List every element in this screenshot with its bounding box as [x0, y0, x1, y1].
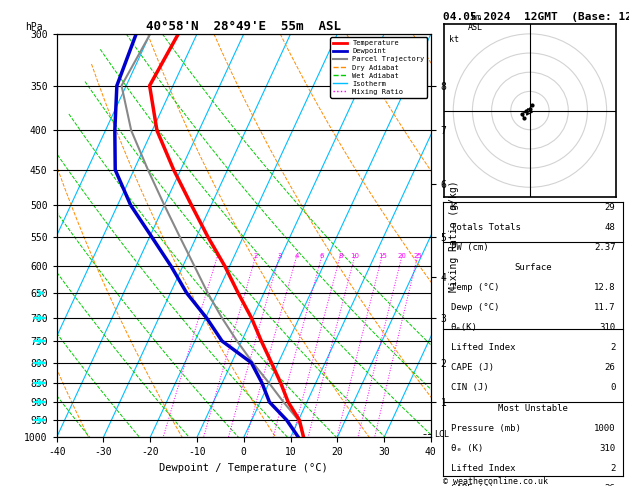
Text: 04.05.2024  12GMT  (Base: 12): 04.05.2024 12GMT (Base: 12) — [443, 12, 629, 22]
Y-axis label: Mixing Ratio (g/kg): Mixing Ratio (g/kg) — [449, 180, 459, 292]
Text: 1000: 1000 — [594, 424, 616, 433]
Text: Pressure (mb): Pressure (mb) — [450, 424, 520, 433]
Text: 2: 2 — [610, 464, 616, 473]
Text: Surface: Surface — [515, 263, 552, 272]
Text: Lifted Index: Lifted Index — [450, 344, 515, 352]
Text: 2: 2 — [610, 344, 616, 352]
Text: 2.37: 2.37 — [594, 243, 616, 252]
Text: Temp (°C): Temp (°C) — [450, 283, 499, 292]
Text: 25: 25 — [413, 253, 422, 259]
Text: PW (cm): PW (cm) — [450, 243, 488, 252]
Text: 10: 10 — [350, 253, 360, 259]
Text: 3: 3 — [277, 253, 282, 259]
Text: CAPE (J): CAPE (J) — [450, 364, 494, 372]
Text: 310: 310 — [599, 444, 616, 452]
Text: 4: 4 — [295, 253, 299, 259]
Legend: Temperature, Dewpoint, Parcel Trajectory, Dry Adiabat, Wet Adiabat, Isotherm, Mi: Temperature, Dewpoint, Parcel Trajectory… — [330, 37, 427, 98]
Text: Most Unstable: Most Unstable — [498, 403, 568, 413]
Text: Lifted Index: Lifted Index — [450, 464, 515, 473]
Text: 48: 48 — [605, 223, 616, 232]
Text: km
ASL: km ASL — [468, 13, 483, 32]
Text: 29: 29 — [605, 203, 616, 212]
Text: CAPE (J): CAPE (J) — [450, 484, 494, 486]
Text: θₑ (K): θₑ (K) — [450, 444, 483, 452]
Text: 11.7: 11.7 — [594, 303, 616, 312]
Text: θₑ(K): θₑ(K) — [450, 323, 477, 332]
Text: 15: 15 — [378, 253, 387, 259]
Text: K: K — [450, 203, 456, 212]
Text: 310: 310 — [599, 323, 616, 332]
X-axis label: Dewpoint / Temperature (°C): Dewpoint / Temperature (°C) — [159, 463, 328, 473]
Text: 26: 26 — [605, 484, 616, 486]
Text: 2: 2 — [254, 253, 259, 259]
Text: 6: 6 — [320, 253, 325, 259]
Title: 40°58'N  28°49'E  55m  ASL: 40°58'N 28°49'E 55m ASL — [146, 20, 342, 33]
Text: CIN (J): CIN (J) — [450, 383, 488, 393]
Text: Totals Totals: Totals Totals — [450, 223, 520, 232]
Text: 20: 20 — [398, 253, 406, 259]
Text: 26: 26 — [605, 364, 616, 372]
Text: 12.8: 12.8 — [594, 283, 616, 292]
Text: 0: 0 — [610, 383, 616, 393]
Text: LCL: LCL — [435, 430, 450, 438]
Text: 8: 8 — [338, 253, 343, 259]
Text: hPa: hPa — [25, 22, 42, 32]
Text: Dewp (°C): Dewp (°C) — [450, 303, 499, 312]
Text: 1: 1 — [216, 253, 220, 259]
Text: © weatheronline.co.uk: © weatheronline.co.uk — [443, 477, 548, 486]
Text: kt: kt — [449, 35, 459, 44]
